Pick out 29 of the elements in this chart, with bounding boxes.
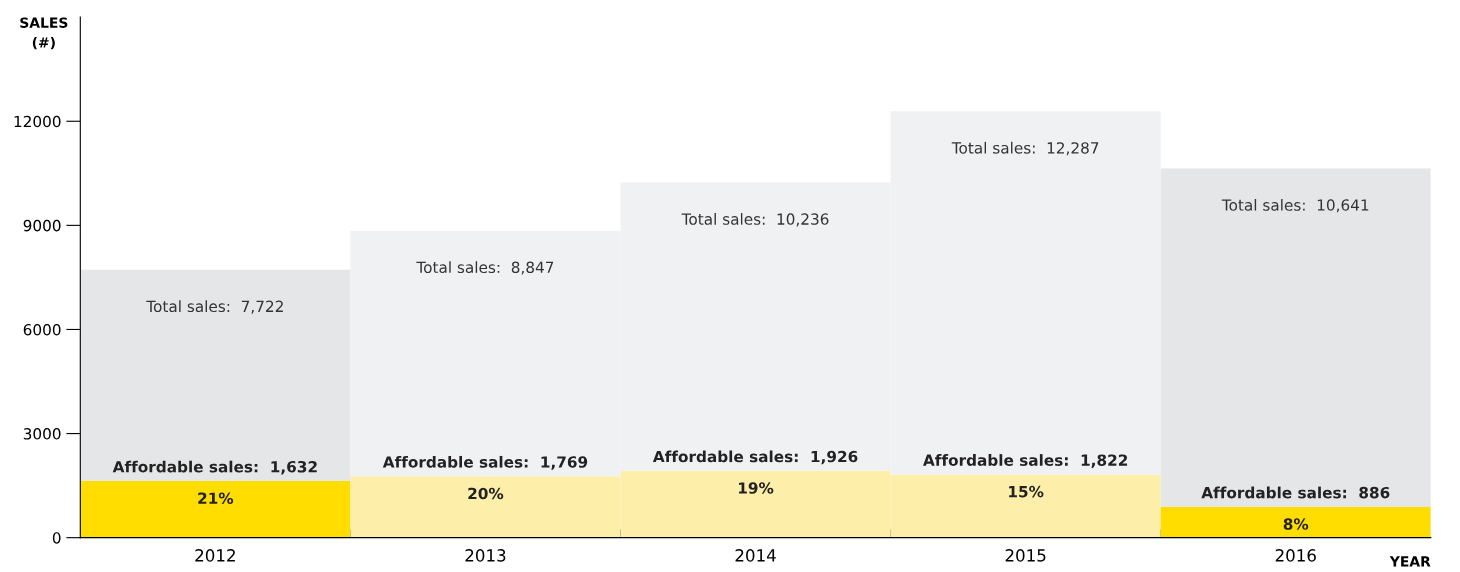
data-label: Affordable sales: 1,926 <box>652 450 858 465</box>
annotation: 19% <box>738 482 774 494</box>
y-tick-label: 12000 <box>14 115 61 128</box>
y-tick-label: 9000 <box>23 219 61 232</box>
x-tick-label: 2015 <box>1005 549 1046 562</box>
total-label: Total sales: 8,847 <box>416 261 554 275</box>
data-label: Affordable sales: 1,769 <box>382 455 588 470</box>
x-axis-title: YEAR <box>1389 556 1431 567</box>
total-label: Total sales: 7,722 <box>146 300 283 314</box>
x-tick-label: 2014 <box>735 549 776 562</box>
bar <box>1160 506 1431 538</box>
total-label: Total sales: 12,287 <box>951 141 1099 156</box>
data-label: Affordable sales: 1,822 <box>923 454 1128 468</box>
y-tick-label: 6000 <box>23 323 61 336</box>
data-label: Affordable sales: 1,632 <box>112 460 317 475</box>
y-tick-label: 3000 <box>23 428 61 440</box>
annotation: 8% <box>1283 518 1309 530</box>
annotation: 15% <box>1009 485 1044 498</box>
x-tick-label: 2012 <box>195 549 235 562</box>
bar <box>80 481 351 538</box>
y-axis-title: SALES (#) <box>20 17 68 50</box>
annotation: 21% <box>198 492 234 504</box>
total-label: Total sales: 10,236 <box>681 213 829 227</box>
y-tick-label: 0 <box>52 532 61 544</box>
x-tick-label: 2013 <box>465 549 506 562</box>
x-tick-label: 2016 <box>1275 549 1316 562</box>
data-label: Affordable sales: 886 <box>1201 486 1390 499</box>
annotation: 20% <box>468 487 504 500</box>
total-label: Total sales: 10,641 <box>1221 198 1369 213</box>
